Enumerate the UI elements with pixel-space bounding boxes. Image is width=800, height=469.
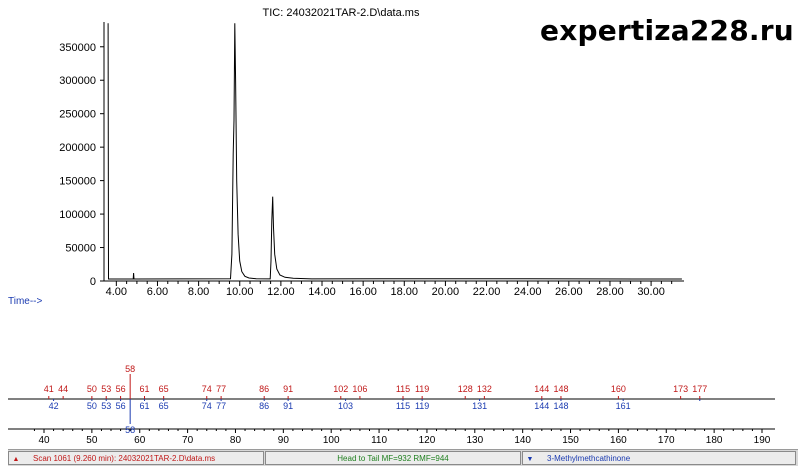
ms-peak-label-unknown: 53 — [101, 384, 111, 394]
ms-peak-label-unknown: 119 — [415, 384, 429, 394]
y-ticks: 0 50000 100000 150000 200000 250000 300000 3500… — [59, 42, 104, 288]
x-tick-label: 28.00 — [596, 286, 624, 298]
status-library-text: 3-Methylmethcathinone — [547, 454, 631, 463]
x-tick-label: 18.00 — [391, 286, 419, 298]
ms-peak-label-library: 61 — [140, 401, 150, 411]
ms-x-tick-label: 170 — [658, 435, 675, 446]
ms-peak-label-library: 86 — [259, 401, 269, 411]
ms-x-tick-label: 160 — [610, 435, 627, 446]
triangle-down-icon: ▼ — [526, 456, 534, 463]
status-match-cell[interactable]: Head to Tail MF=932 RMF=944 — [265, 451, 521, 465]
ms-peak-label-library: 53 — [101, 401, 111, 411]
status-match-text: Head to Tail MF=932 RMF=944 — [337, 454, 449, 463]
ms-peak-label-library: 65 — [159, 401, 169, 411]
ms-peak-label-library: 119 — [415, 401, 429, 411]
y-tick-label: 300000 — [59, 75, 96, 87]
ms-x-tick-label: 190 — [754, 435, 771, 446]
ms-x-tick-label: 100 — [323, 435, 340, 446]
chart-title: TIC: 24032021TAR-2.D\data.ms — [263, 7, 420, 19]
ms-peak-label-library: 42 — [49, 401, 59, 411]
ms-peak-label-library: 50 — [87, 401, 97, 411]
y-tick-label: 350000 — [59, 42, 96, 54]
x-tick-label: 22.00 — [473, 286, 501, 298]
ms-x-tick-label: 40 — [38, 435, 50, 446]
ms-x-tick-label: 110 — [371, 435, 387, 446]
x-tick-label: 4.00 — [106, 286, 127, 298]
ms-peak-label-unknown: 106 — [352, 384, 367, 394]
x-axis-label: Time--> — [8, 296, 43, 307]
tic-trace — [107, 23, 682, 280]
ms-peak-label-unknown: 144 — [534, 384, 549, 394]
ms-peak-label-unknown: 148 — [553, 384, 568, 394]
ms-peak-label-unknown: 102 — [333, 384, 348, 394]
ms-peak-label-library: 56 — [116, 401, 126, 411]
ms-peak-label-unknown: 132 — [477, 384, 492, 394]
ms-peak-label-unknown: 86 — [259, 384, 269, 394]
x-tick-label: 20.00 — [432, 286, 460, 298]
y-tick-label: 200000 — [59, 142, 96, 154]
ms-peak-label-unknown: 58 — [125, 364, 135, 374]
tic-chart: TIC: 24032021TAR-2.D\data.ms 0 50000 10000… — [8, 7, 684, 307]
ms-peak-label-library: 161 — [616, 401, 631, 411]
status-scan-text: Scan 1061 (9.260 min): 24032021TAR-2.D\d… — [33, 454, 216, 463]
ms-peak-label-library: 131 — [472, 401, 487, 411]
ms-peak-label-unknown: 173 — [673, 384, 688, 394]
x-ticks: 4.00 6.00 8.00 10.00 12.00 14.00 16.00 18.00 20.… — [106, 281, 673, 298]
ms-peak-label-unknown: 115 — [396, 384, 410, 394]
ms-peak-label-unknown: 128 — [458, 384, 473, 394]
ms-x-tick-label: 50 — [86, 435, 98, 446]
status-bar: ▲ Scan 1061 (9.260 min): 24032021TAR-2.D\… — [8, 449, 798, 466]
x-tick-label: 30.00 — [637, 286, 665, 298]
x-tick-label: 26.00 — [555, 286, 583, 298]
ms-x-tick-label: 120 — [419, 435, 436, 446]
y-tick-label: 150000 — [59, 176, 96, 188]
x-tick-label: 12.00 — [267, 286, 295, 298]
ms-peak-label-library: 115 — [396, 401, 410, 411]
ms-x-tick-label: 70 — [182, 435, 194, 446]
x-tick-label: 10.00 — [226, 286, 254, 298]
ms-x-tick-label: 140 — [514, 435, 531, 446]
ms-x-tick-label: 80 — [230, 435, 242, 446]
x-tick-label: 16.00 — [349, 286, 377, 298]
x-tick-label: 6.00 — [147, 286, 168, 298]
status-library-cell[interactable]: ▼ 3-Methylmethcathinone — [522, 451, 796, 465]
ms-x-tick-label: 130 — [466, 435, 483, 446]
ms-peak-label-unknown: 50 — [87, 384, 97, 394]
ms-peak-label-library: 148 — [553, 401, 568, 411]
ms-peak-label-unknown: 65 — [159, 384, 169, 394]
ms-peak-label-unknown: 77 — [216, 384, 226, 394]
x-tick-label: 14.00 — [308, 286, 336, 298]
ms-x-tick-label: 60 — [134, 435, 146, 446]
ms-peak-label-unknown: 61 — [140, 384, 150, 394]
mass-spectrum-comparison: 41 44 50 53 56 58 61 65 74 77 86 91 102 106 115 119 128 1… — [8, 364, 775, 446]
ms-peak-label-unknown: 74 — [202, 384, 212, 394]
ms-peak-label-library: 144 — [534, 401, 549, 411]
y-tick-label: 50000 — [65, 243, 96, 255]
y-tick-label: 100000 — [59, 209, 96, 221]
ms-x-tick-label: 150 — [562, 435, 579, 446]
ms-peak-label-library: 91 — [283, 401, 293, 411]
status-scan-cell[interactable]: ▲ Scan 1061 (9.260 min): 24032021TAR-2.D\… — [8, 451, 264, 465]
ms-peak-label-unknown: 91 — [283, 384, 293, 394]
y-tick-label: 250000 — [59, 109, 96, 121]
ms-x-tick-label: 90 — [278, 435, 290, 446]
watermark: expertiza228.ru — [540, 14, 794, 47]
ms-x-ticks: 40 50 60 70 80 90 100 110 120 130 140 150 160 170 180 1… — [33, 429, 771, 446]
x-tick-label: 8.00 — [188, 286, 209, 298]
ms-peak-label-library: 77 — [216, 401, 226, 411]
ms-peak-label-library: 103 — [338, 401, 353, 411]
ms-peak-label-unknown: 160 — [611, 384, 626, 394]
ms-peak-label-library: 74 — [202, 401, 212, 411]
ms-peak-label-unknown: 41 — [44, 384, 54, 394]
y-tick-label: 0 — [90, 276, 96, 288]
ms-peak-label-unknown: 44 — [58, 384, 68, 394]
x-tick-label: 24.00 — [514, 286, 542, 298]
ms-x-tick-label: 180 — [706, 435, 723, 446]
ms-peak-label-unknown: 56 — [116, 384, 126, 394]
triangle-up-icon: ▲ — [12, 456, 20, 463]
ms-peak-label-unknown: 177 — [692, 384, 707, 394]
